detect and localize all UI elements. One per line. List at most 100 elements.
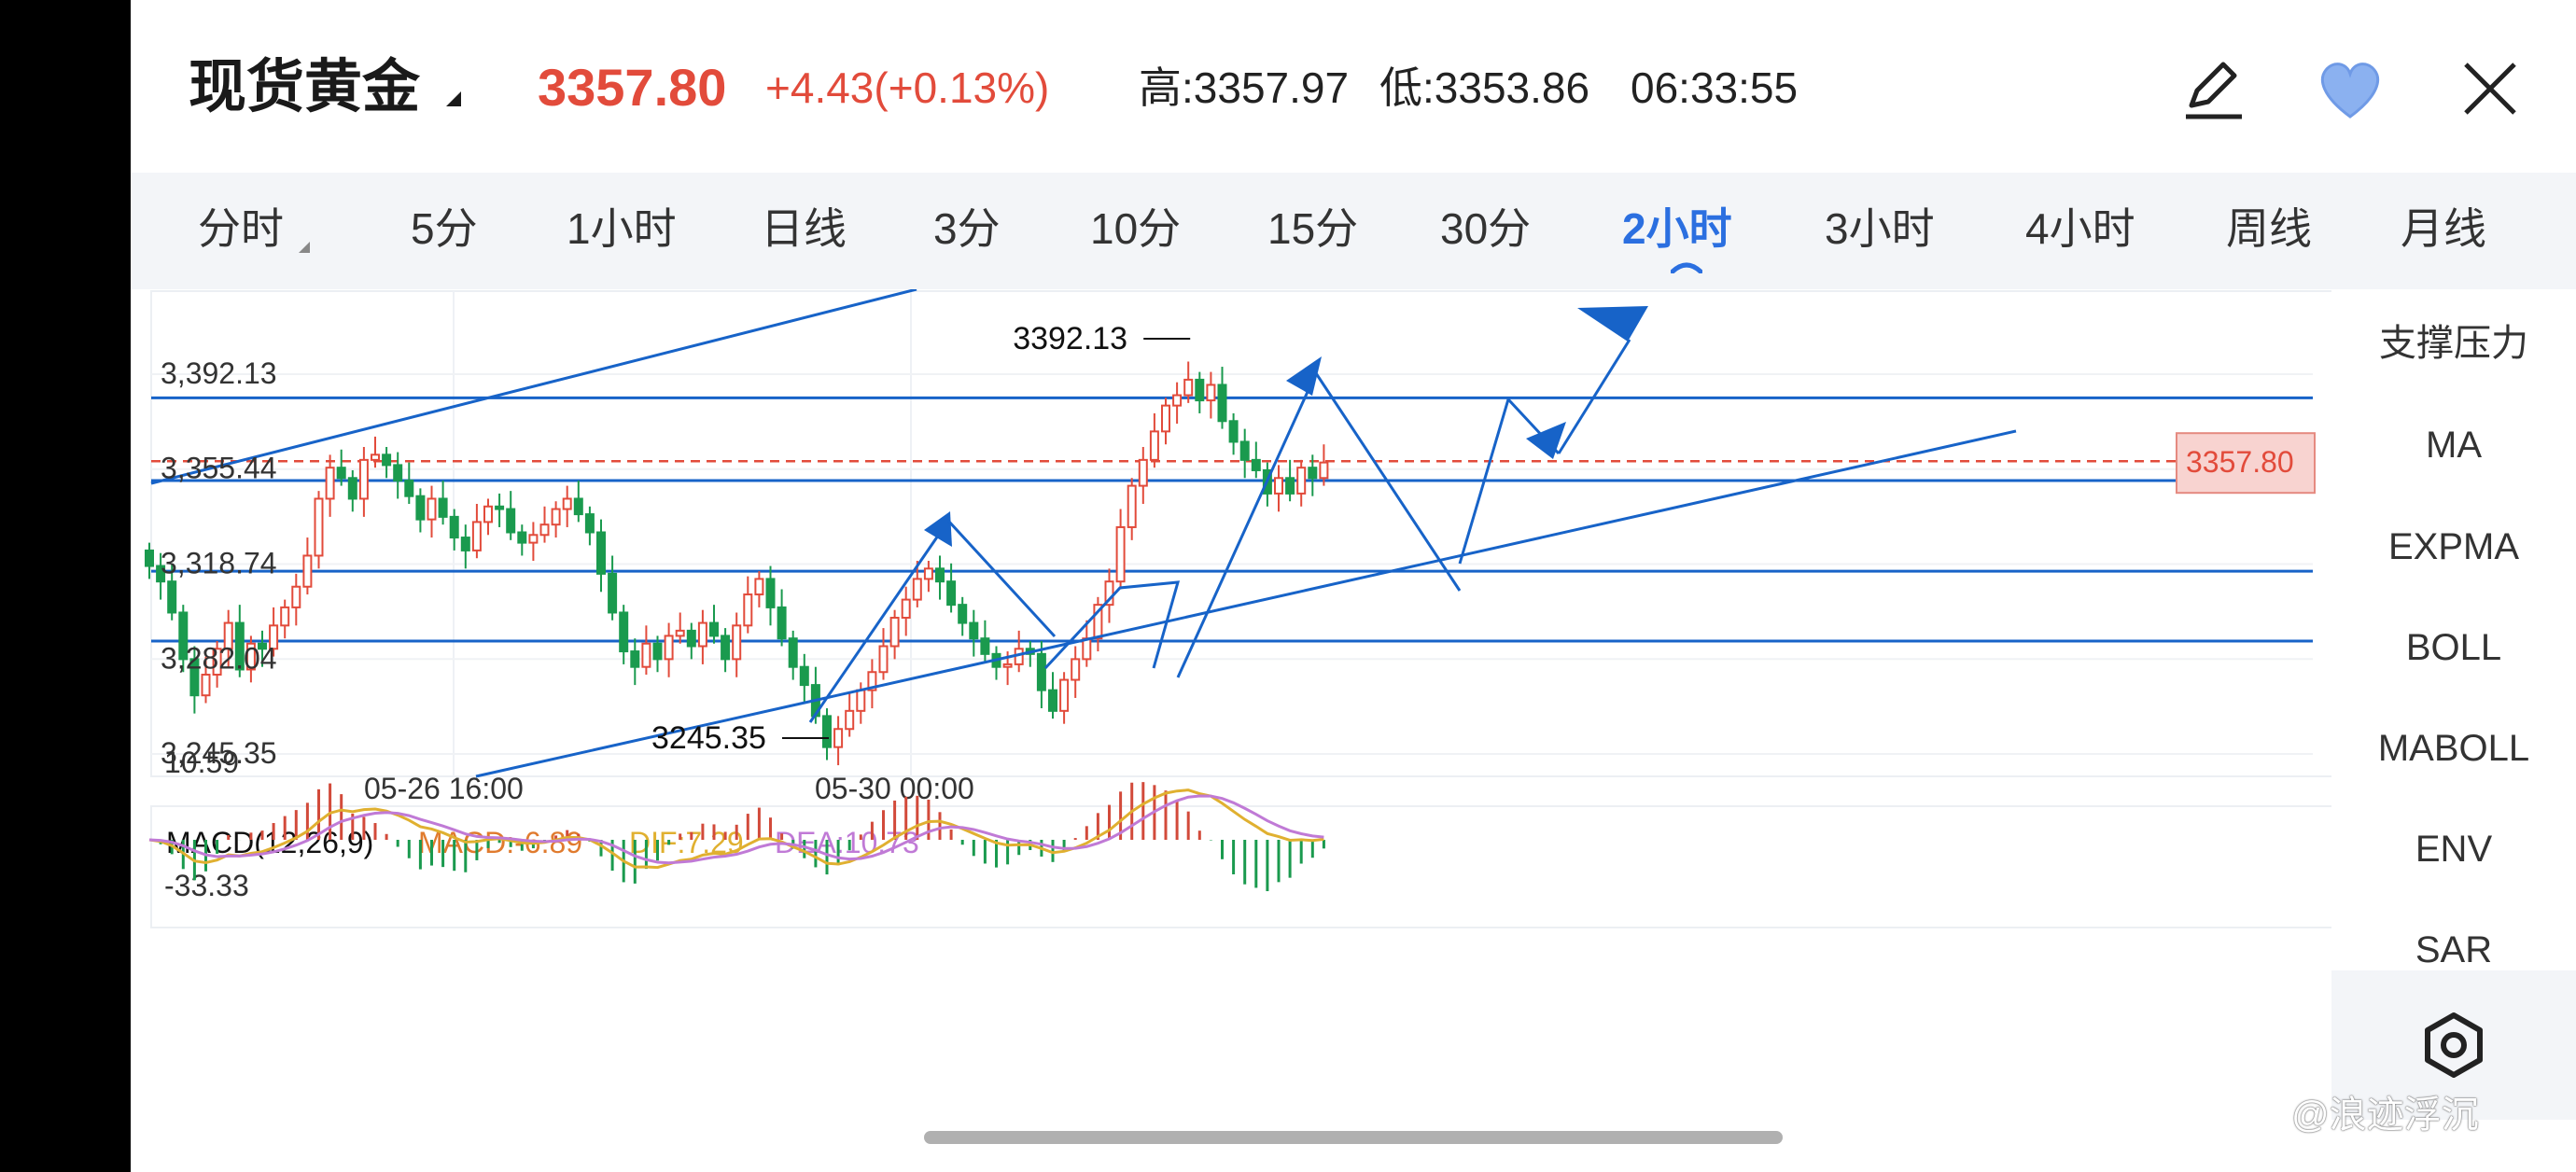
- candle-body: [234, 621, 245, 671]
- candle-body: [269, 624, 279, 650]
- tab-weekly[interactable]: 周线: [2226, 204, 2312, 253]
- tab-4hour[interactable]: 4小时: [2025, 204, 2135, 253]
- candle-body: [1183, 378, 1194, 397]
- candle-body: [551, 508, 561, 526]
- candle-body: [528, 534, 539, 544]
- indicator-expma[interactable]: EXPMA: [2387, 526, 2520, 567]
- candle-body: [1195, 378, 1205, 402]
- candle: [427, 485, 437, 538]
- candle-body: [212, 648, 222, 677]
- tab-daily[interactable]: 日线: [761, 204, 847, 253]
- candle-body: [754, 578, 764, 596]
- tab-5min[interactable]: 5分: [411, 204, 478, 253]
- tab-1hour[interactable]: 1小时: [567, 204, 677, 253]
- candle: [980, 620, 990, 663]
- candle-body: [291, 585, 301, 608]
- candle: [1048, 672, 1057, 719]
- tab-monthly[interactable]: 月线: [2401, 204, 2486, 253]
- candle: [258, 630, 267, 667]
- tab-10min[interactable]: 10分: [1090, 204, 1182, 253]
- candle: [1036, 640, 1046, 709]
- candle: [969, 609, 979, 657]
- candle: [234, 605, 245, 677]
- candle-body: [460, 537, 470, 551]
- candle: [269, 607, 279, 657]
- candle-body: [156, 565, 166, 583]
- candle: [302, 537, 313, 595]
- candle: [641, 625, 651, 676]
- active-tab-indicator: [1671, 262, 1702, 273]
- candle: [630, 638, 640, 686]
- clock-time: 06:33:55: [1631, 63, 1799, 112]
- candle-body: [878, 645, 889, 674]
- candle-body: [245, 642, 256, 671]
- macd-y-tick: -33.33: [164, 869, 249, 902]
- candle: [777, 589, 787, 647]
- candle: [1308, 454, 1318, 496]
- chart-area[interactable]: 3357.80 3,392.13 3,355.44 3,318.74 3,282.04…: [131, 289, 2576, 1129]
- candle-body: [371, 453, 380, 461]
- candle: [471, 504, 482, 559]
- candle-body: [201, 674, 211, 697]
- candle-body: [822, 715, 832, 748]
- indicator-settings-button[interactable]: [2331, 970, 2576, 1120]
- candle-body: [1138, 458, 1148, 487]
- tab-fenshi[interactable]: 分时: [198, 204, 284, 253]
- tab-2hour[interactable]: 2小时: [1622, 204, 1732, 253]
- tab-dropdown-caret-icon[interactable]: [299, 242, 310, 253]
- close-icon[interactable]: [2453, 51, 2527, 126]
- tab-3hour[interactable]: 3小时: [1825, 204, 1935, 253]
- indicator-boll[interactable]: BOLL: [2405, 627, 2502, 668]
- candle-body: [641, 642, 651, 668]
- price-change: +4.43(+0.13%): [765, 63, 1050, 112]
- low-value: 低:3353.86: [1379, 63, 1590, 112]
- indicator-sar[interactable]: SAR: [2415, 929, 2493, 970]
- candle: [551, 501, 561, 538]
- candle: [517, 524, 527, 556]
- candle: [991, 646, 1001, 680]
- tab-30min[interactable]: 30分: [1440, 204, 1532, 253]
- candle: [946, 563, 957, 613]
- indicator-ma[interactable]: MA: [2426, 425, 2482, 466]
- candle-body: [980, 637, 990, 655]
- candle-body: [912, 578, 922, 601]
- candle: [167, 563, 177, 621]
- candle: [596, 519, 606, 593]
- candle-body: [675, 629, 685, 637]
- dea-value: DEA:10.73: [775, 826, 919, 859]
- candle-body: [652, 642, 663, 661]
- candle-body: [619, 611, 629, 653]
- candle: [1127, 478, 1137, 540]
- candle-body: [167, 580, 177, 614]
- candle-body: [427, 497, 437, 521]
- instrument-name[interactable]: 现货黄金: [189, 55, 421, 119]
- tab-15min[interactable]: 15分: [1267, 204, 1359, 253]
- watermark: @浪迹浮沉: [2291, 1095, 2479, 1136]
- candle-body: [856, 689, 866, 712]
- wave-down-1: [946, 519, 1057, 638]
- indicator-maboll[interactable]: MABOLL: [2377, 728, 2530, 769]
- candle-body: [1149, 430, 1159, 461]
- candle: [156, 552, 166, 600]
- candle: [1195, 371, 1205, 413]
- home-indicator[interactable]: [924, 1131, 1783, 1144]
- candle: [743, 576, 753, 634]
- heart-icon[interactable]: [2313, 51, 2387, 126]
- candle-body: [382, 453, 392, 467]
- candle-body: [889, 617, 900, 648]
- hexagon-settings-icon[interactable]: [2416, 1008, 2491, 1082]
- candle-body: [732, 624, 742, 661]
- candle-body: [608, 572, 618, 614]
- candle-body: [325, 467, 335, 500]
- edit-icon[interactable]: [2177, 51, 2251, 126]
- tab-3min[interactable]: 3分: [933, 204, 1001, 253]
- price-chart[interactable]: 3357.80 3,392.13 3,355.44 3,318.74 3,282.04…: [131, 289, 2331, 1129]
- instrument-caret-icon[interactable]: [446, 91, 461, 106]
- indicator-support-resistance[interactable]: 支撑压力: [2379, 323, 2528, 364]
- indicator-env[interactable]: ENV: [2415, 829, 2493, 870]
- candle: [1172, 382, 1183, 425]
- lower-channel-line: [475, 429, 2017, 778]
- candle: [1228, 412, 1239, 455]
- candle-body: [1082, 637, 1092, 661]
- candle: [1239, 428, 1250, 479]
